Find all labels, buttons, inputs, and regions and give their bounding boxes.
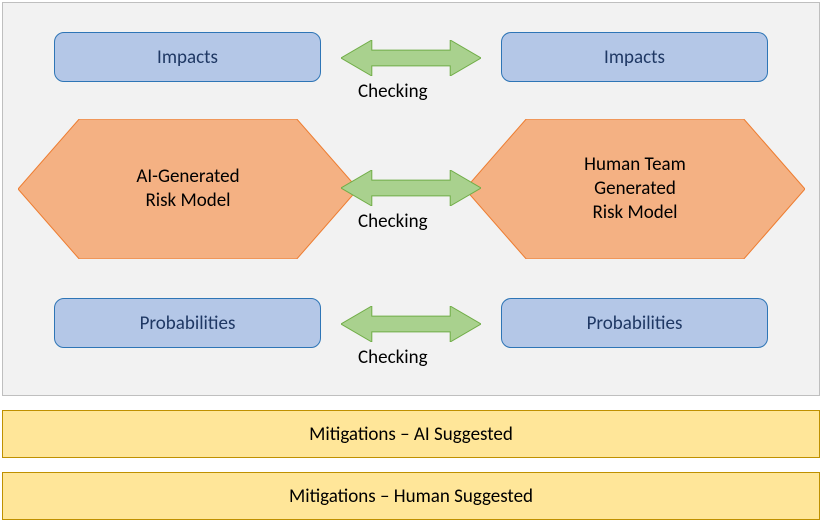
- impacts-right-label: Impacts: [604, 46, 665, 69]
- checking-arrow-top: [341, 40, 481, 76]
- checking-arrow-middle: [341, 170, 481, 206]
- probabilities-left-label: Probabilities: [140, 312, 236, 335]
- ai-risk-model-hexagon: AI-GeneratedRisk Model: [18, 119, 358, 259]
- impacts-left-label: Impacts: [157, 46, 218, 69]
- mitigations-human-band: Mitigations – Human Suggested: [2, 472, 820, 520]
- mitigations-human-label: Mitigations – Human Suggested: [289, 485, 533, 508]
- mitigations-ai-label: Mitigations – AI Suggested: [309, 423, 513, 446]
- probabilities-right-label: Probabilities: [587, 312, 683, 335]
- probabilities-right-box: Probabilities: [501, 298, 768, 348]
- mitigations-ai-band: Mitigations – AI Suggested: [2, 410, 820, 458]
- human-risk-model-label: Human TeamGeneratedRisk Model: [544, 153, 726, 224]
- probabilities-left-box: Probabilities: [54, 298, 321, 348]
- checking-label-top: Checking: [358, 80, 428, 103]
- human-risk-model-hexagon: Human TeamGeneratedRisk Model: [465, 119, 805, 259]
- checking-label-middle: Checking: [358, 210, 428, 233]
- checking-arrow-bottom: [341, 306, 481, 342]
- checking-label-bottom: Checking: [358, 346, 428, 369]
- impacts-right-box: Impacts: [501, 32, 768, 82]
- impacts-left-box: Impacts: [54, 32, 321, 82]
- ai-risk-model-label: AI-GeneratedRisk Model: [96, 165, 279, 213]
